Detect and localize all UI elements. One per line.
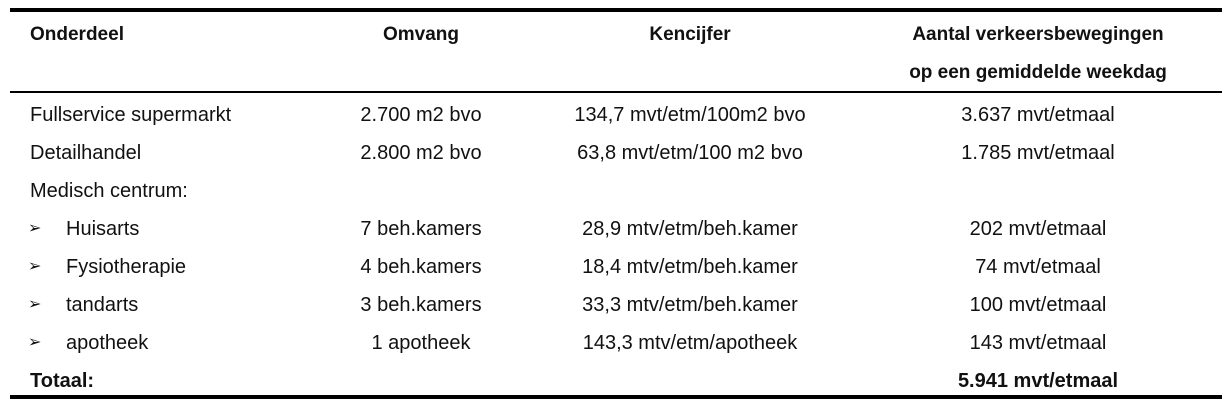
header-cell: Onderdeel: [30, 24, 124, 45]
cell: 202 mvt/etmaal: [969, 218, 1107, 240]
cell: 28,9 mtv/etm/beh.kamer: [582, 218, 798, 240]
bottom-rule: [10, 395, 1222, 399]
cell: 4 beh.kamers: [360, 256, 482, 278]
cell: Medisch centrum:: [30, 180, 188, 202]
cell: apotheek: [66, 332, 149, 354]
cell: 18,4 mtv/etm/beh.kamer: [582, 256, 798, 278]
cell: tandarts: [66, 294, 139, 316]
header-cell: Kencijfer: [649, 24, 731, 45]
cell: 2.700 m2 bvo: [360, 104, 482, 126]
cell: Fullservice supermarkt: [30, 104, 232, 126]
total-label: Totaal:: [30, 370, 95, 392]
cell: 1 apotheek: [371, 332, 471, 354]
cell: Fysiotherapie: [66, 256, 187, 278]
header-cell: op een gemiddelde weekdag: [909, 62, 1167, 83]
total-value: 5.941 mvt/etmaal: [957, 370, 1119, 392]
cell: 100 mvt/etmaal: [969, 294, 1107, 316]
cell: 3.637 mvt/etmaal: [961, 104, 1115, 126]
cell: 7 beh.kamers: [360, 218, 482, 240]
cell: 63,8 mvt/etm/100 m2 bvo: [577, 142, 803, 164]
header-rule: [10, 91, 1222, 93]
cell: 134,7 mvt/etm/100m2 bvo: [574, 104, 806, 126]
top-rule: [10, 8, 1222, 12]
header-cell: Omvang: [382, 24, 460, 45]
bullet: ➢: [28, 220, 42, 237]
cell: Huisarts: [66, 218, 140, 240]
cell: 33,3 mtv/etm/beh.kamer: [582, 294, 798, 316]
cell: 74 mvt/etmaal: [975, 256, 1101, 278]
header-cell: Aantal verkeersbewegingen: [912, 24, 1164, 45]
cell: 2.800 m2 bvo: [360, 142, 482, 164]
cell: Detailhandel: [30, 142, 142, 164]
bullet: ➢: [28, 334, 42, 351]
cell: 3 beh.kamers: [360, 294, 482, 316]
bullet: ➢: [28, 258, 42, 275]
cell: 143 mvt/etmaal: [969, 332, 1107, 354]
cell: 143,3 mtv/etm/apotheek: [582, 332, 798, 354]
bullet: ➢: [28, 296, 42, 313]
cell: 1.785 mvt/etmaal: [961, 142, 1115, 164]
